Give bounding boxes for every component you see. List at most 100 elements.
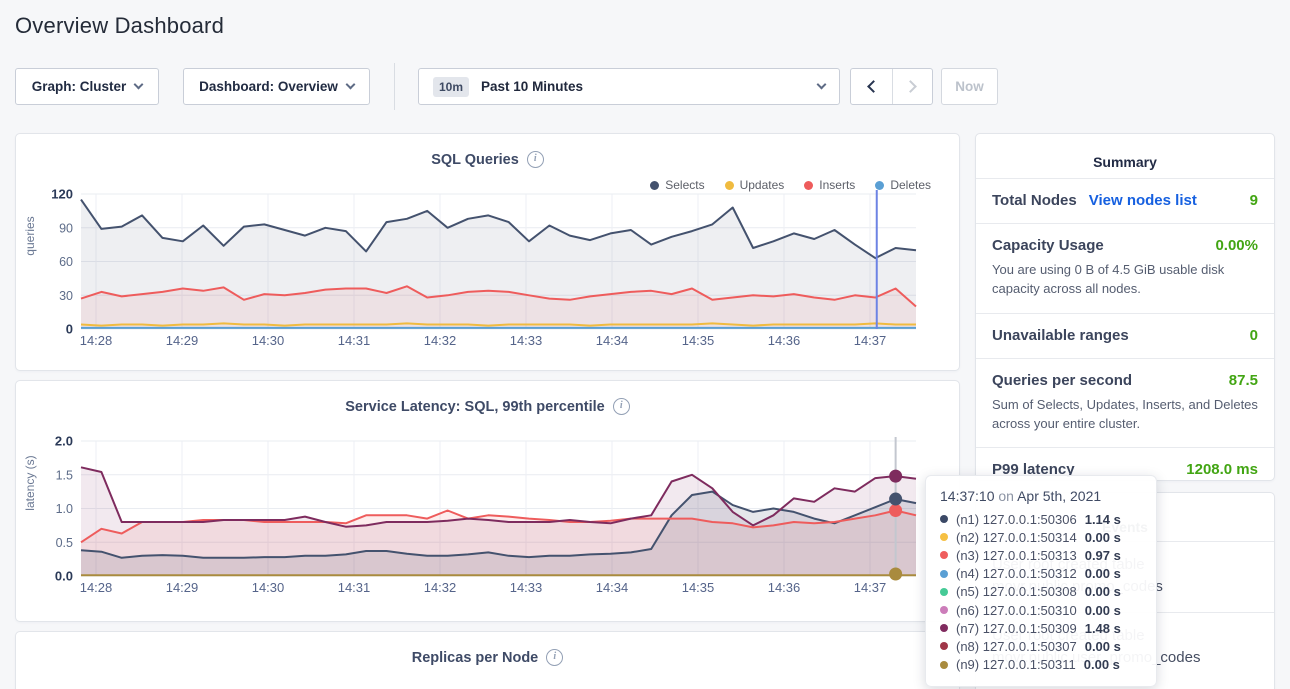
node-color-dot <box>940 569 948 578</box>
legend-label: Deletes <box>890 178 931 192</box>
summary-title: Summary <box>1093 154 1157 170</box>
svg-text:14:35: 14:35 <box>682 580 715 595</box>
tooltip-node-row: (n7) 127.0.0.1:50309 1.48 s <box>940 619 1142 637</box>
summary-item-p99: P99 latency 1208.0 ms <box>976 447 1274 492</box>
tooltip-timestamp: 14:37:10 on Apr 5th, 2021 <box>940 488 1102 504</box>
time-range-label: Past 10 Minutes <box>481 79 584 94</box>
toolbar-divider <box>394 63 395 110</box>
chart-legend: Selects Updates Inserts Deletes <box>650 178 931 192</box>
unavailable-ranges-value: 0 <box>1249 326 1258 344</box>
hover-dot <box>889 492 903 506</box>
service-latency-title: Service Latency: SQL, 99th percentile <box>345 398 605 415</box>
node-latency-value: 1.48 s <box>1084 620 1121 636</box>
time-back-button[interactable] <box>851 69 892 104</box>
info-icon[interactable]: i <box>612 398 630 415</box>
capacity-usage-value: 0.00% <box>1215 237 1258 254</box>
graph-scope-label: Graph: Cluster <box>31 79 127 94</box>
p99-latency-label: P99 latency <box>992 461 1075 479</box>
tooltip-node-row: (n8) 127.0.0.1:50307 0.00 s <box>940 637 1142 655</box>
replicas-per-node-title: Replicas per Node <box>411 649 539 666</box>
node-address: (n2) 127.0.0.1:50314 <box>956 529 1077 545</box>
graph-scope-dropdown[interactable]: Graph: Cluster <box>15 68 159 105</box>
line-Selects <box>80 199 917 260</box>
tooltip-node-row: (n9) 127.0.0.1:50311 0.00 s <box>940 656 1142 674</box>
info-icon[interactable]: i <box>526 151 544 168</box>
node-latency-value: 0.97 s <box>1084 547 1121 563</box>
svg-text:120: 120 <box>51 187 73 202</box>
legend-item-inserts[interactable]: Inserts <box>804 178 855 192</box>
tooltip-node-row: (n2) 127.0.0.1:50314 0.00 s <box>940 528 1142 546</box>
area-(n3) 127.0.0.1:50313 <box>81 510 916 576</box>
chart-hover-tooltip: 14:37:10 on Apr 5th, 2021 (n1) 127.0.0.1… <box>925 475 1157 687</box>
svg-text:1.0: 1.0 <box>56 502 73 516</box>
chevron-down-icon <box>345 79 356 90</box>
node-latency-value: 0.00 s <box>1084 529 1121 545</box>
now-button-disabled[interactable]: Now <box>941 68 998 105</box>
page-title: Overview Dashboard <box>15 13 225 38</box>
view-nodes-list-link[interactable]: View nodes list <box>1088 192 1197 209</box>
svg-text:14:31: 14:31 <box>338 580 371 595</box>
total-nodes-value: 9 <box>1249 192 1258 209</box>
node-color-dot <box>940 606 948 615</box>
node-latency-value: 0.00 s <box>1084 584 1121 600</box>
svg-text:14:29: 14:29 <box>166 580 199 595</box>
svg-text:14:37: 14:37 <box>854 333 887 348</box>
capacity-usage-desc: You are using 0 B of 4.5 GiB usable disk… <box>992 262 1225 296</box>
legend-label: Updates <box>739 178 785 192</box>
summary-item-unavailable-ranges: Unavailable ranges 0 <box>976 312 1274 358</box>
svg-text:30: 30 <box>59 289 73 303</box>
dashboard-dropdown[interactable]: Dashboard: Overview <box>183 68 370 105</box>
service-latency-card: Service Latency: SQL, 99th percentile i … <box>15 380 960 622</box>
svg-text:14:35: 14:35 <box>682 333 715 348</box>
chevron-down-icon <box>816 79 827 90</box>
qps-value: 87.5 <box>1228 371 1258 389</box>
area-(n1) 127.0.0.1:50306 <box>81 491 916 576</box>
summary-item-capacity: Capacity Usage 0.00% You are using 0 B o… <box>976 223 1274 313</box>
tooltip-node-row: (n4) 127.0.0.1:50312 0.00 s <box>940 565 1142 583</box>
info-icon[interactable]: i <box>546 649 564 666</box>
time-range-badge: 10m <box>433 76 470 97</box>
dashboard-label: Dashboard: Overview <box>199 79 338 94</box>
legend-item-updates[interactable]: Updates <box>724 178 785 192</box>
node-latency-value: 0.00 s <box>1083 657 1120 673</box>
node-address: (n1) 127.0.0.1:50306 <box>956 511 1077 527</box>
summary-panel: Summary Total Nodes View nodes list 9 Ca… <box>975 133 1275 481</box>
legend-item-selects[interactable]: Selects <box>650 178 705 192</box>
line-(n1) 127.0.0.1:50306 <box>80 490 917 559</box>
node-color-dot <box>940 587 948 596</box>
svg-text:14:28: 14:28 <box>80 333 113 348</box>
p99-latency-value: 1208.0 ms <box>1186 461 1258 479</box>
replicas-per-node-card: Replicas per Node i 60 <box>15 631 960 689</box>
chevron-left-icon <box>866 80 880 93</box>
svg-text:14:37: 14:37 <box>854 580 887 595</box>
svg-text:0: 0 <box>66 322 73 337</box>
legend-item-deletes[interactable]: Deletes <box>875 178 931 192</box>
node-color-dot <box>940 515 948 524</box>
svg-text:14:34: 14:34 <box>596 580 629 595</box>
time-forward-button-disabled[interactable] <box>891 69 933 104</box>
hover-dot <box>889 504 903 518</box>
time-range-dropdown[interactable]: 10m Past 10 Minutes <box>418 68 840 105</box>
legend-label: Inserts <box>819 178 856 192</box>
node-latency-value: 1.14 s <box>1084 511 1121 527</box>
node-color-dot <box>940 551 948 560</box>
qps-label: Queries per second <box>992 371 1133 389</box>
line-Updates <box>80 322 916 327</box>
svg-text:14:33: 14:33 <box>510 333 543 348</box>
area-Inserts <box>81 286 916 329</box>
node-address: (n8) 127.0.0.1:50307 <box>956 638 1077 654</box>
svg-text:14:32: 14:32 <box>424 333 457 348</box>
service-latency-chart[interactable]: 0.0 0.5 1.0 1.5 2.0 14:28 14:29 14:30 14:31 14:32… <box>16 431 959 601</box>
tooltip-node-row: (n5) 127.0.0.1:50308 0.00 s <box>940 583 1142 601</box>
total-nodes-label: Total Nodes <box>992 192 1077 209</box>
svg-text:0.0: 0.0 <box>55 569 73 584</box>
chevron-right-icon <box>903 80 917 93</box>
unavailable-ranges-label: Unavailable ranges <box>992 326 1129 344</box>
svg-text:0.5: 0.5 <box>56 536 73 550</box>
sql-queries-chart[interactable]: 0 30 60 90 120 14:28 14:29 14:30 14:31 14:32 14:33… <box>16 184 959 354</box>
qps-desc: Sum of Selects, Updates, Inserts, and De… <box>992 396 1258 431</box>
svg-text:14:32: 14:32 <box>424 580 457 595</box>
node-latency-value: 0.00 s <box>1084 602 1121 618</box>
tooltip-node-row: (n6) 127.0.0.1:50310 0.00 s <box>940 601 1142 619</box>
node-address: (n3) 127.0.0.1:50313 <box>956 547 1077 563</box>
